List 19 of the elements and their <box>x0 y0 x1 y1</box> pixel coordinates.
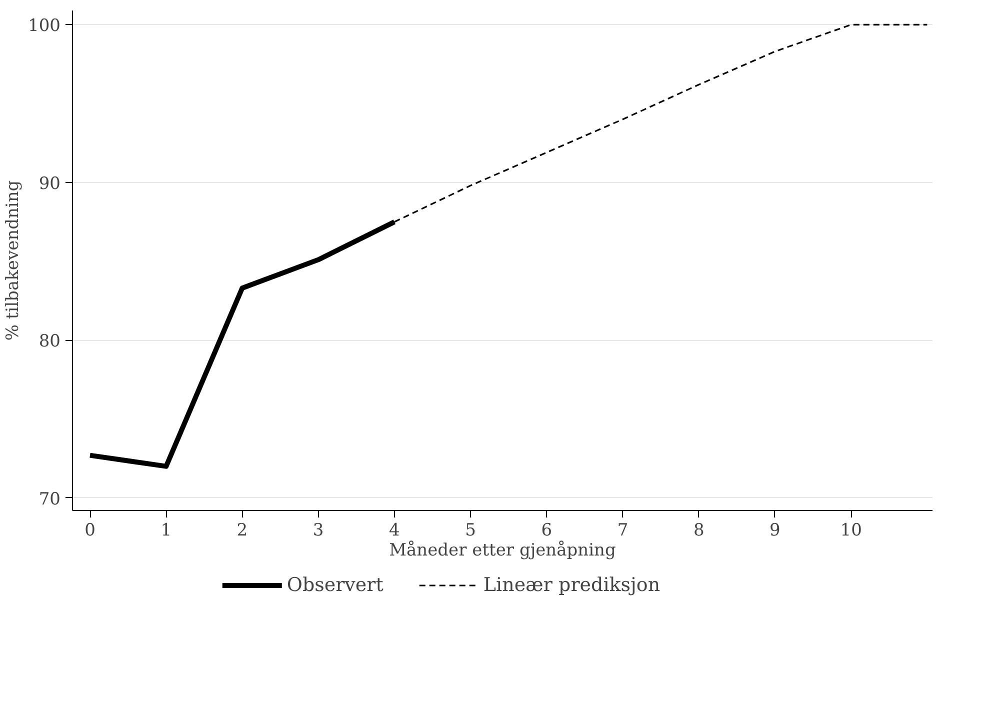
x-tick-label: 8 <box>693 520 704 540</box>
y-axis-title: % tilbakevendning <box>3 180 24 341</box>
x-axis-title: Måneder etter gjenåpning <box>389 540 616 560</box>
y-tick-label: 100 <box>28 16 61 36</box>
y-tick-label: 80 <box>38 332 61 352</box>
x-tick-label: 7 <box>617 520 628 540</box>
x-tick-label: 10 <box>840 520 862 540</box>
legend-label: Lineær prediksjon <box>483 574 660 596</box>
x-tick-label: 1 <box>160 520 172 540</box>
x-tick-label: 5 <box>465 520 476 540</box>
y-tick-label: 70 <box>38 489 61 510</box>
x-tick-label: 0 <box>84 520 96 540</box>
x-tick-label: 9 <box>770 520 780 540</box>
x-tick-label: 3 <box>312 520 324 540</box>
legend-label: Observert <box>286 574 384 596</box>
x-tick-label: 4 <box>389 520 400 540</box>
x-tick-label: 2 <box>236 520 248 540</box>
y-tick-label: 90 <box>38 174 61 194</box>
x-tick-label: 6 <box>541 520 552 540</box>
